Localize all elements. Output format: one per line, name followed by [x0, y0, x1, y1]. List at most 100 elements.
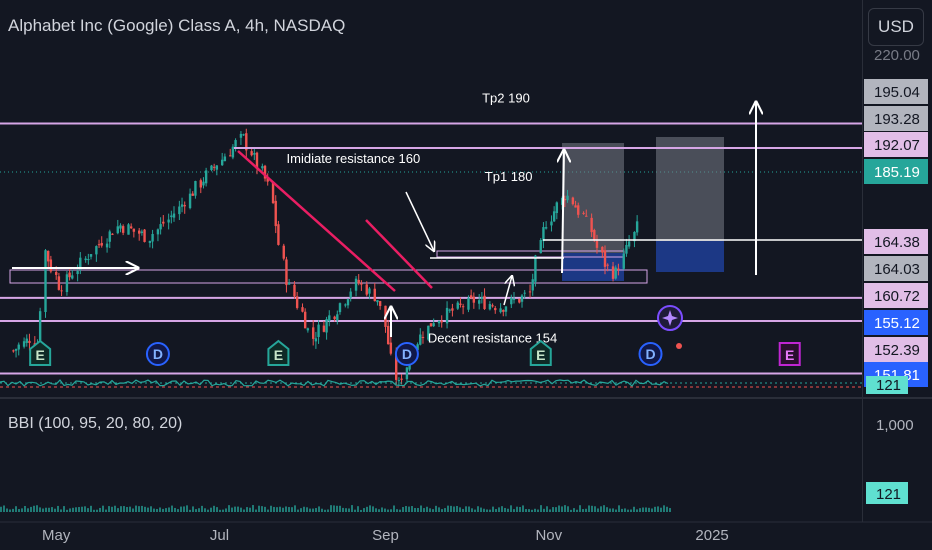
candle-body-112 — [416, 344, 419, 351]
candle-body-158 — [582, 212, 585, 214]
price-badge-bg-185.19 — [864, 159, 928, 184]
candle-body-132 — [488, 303, 492, 310]
hist-bar — [180, 506, 182, 512]
hist-bar — [36, 505, 38, 512]
annotation-1[interactable]: Tp1 180 — [485, 169, 533, 184]
hist-bar — [159, 507, 161, 512]
annotation-3[interactable]: Decent resistance 154 — [428, 331, 557, 346]
hist-bar — [516, 506, 518, 512]
hist-bar — [507, 508, 509, 512]
hist-bar — [636, 509, 638, 512]
candle-body-171 — [627, 241, 631, 247]
hist-bar — [192, 506, 194, 512]
hist-bar — [186, 505, 188, 512]
hist-bar — [354, 509, 356, 512]
hist-bar — [273, 506, 275, 512]
candle-body-60 — [229, 155, 232, 157]
hist-bar — [651, 508, 653, 512]
pointer-imidiate[interactable] — [405, 191, 434, 251]
hist-bar — [93, 509, 95, 512]
candle-body-50 — [191, 193, 194, 196]
annotation-0[interactable]: Tp2 190 — [482, 90, 530, 105]
earnings-marker-4[interactable] — [529, 339, 552, 366]
arrow-up-nov[interactable] — [562, 150, 564, 274]
candle-body-13 — [57, 276, 61, 290]
candle-body-173 — [635, 221, 639, 233]
candle-body-169 — [622, 253, 625, 269]
hist-bar — [402, 507, 404, 512]
candle-body-129 — [477, 300, 481, 304]
candle-body-121 — [448, 309, 451, 311]
candle-body-145 — [534, 255, 537, 282]
candle-body-138 — [510, 297, 513, 305]
hist-bar — [504, 507, 506, 512]
candle-body-72 — [271, 182, 275, 204]
hist-bar — [252, 505, 254, 512]
hist-bar — [576, 509, 578, 512]
trend-line-lower[interactable] — [365, 219, 433, 289]
candle-body-167 — [614, 267, 617, 279]
hist-bar — [480, 507, 482, 512]
dividend-marker-5[interactable] — [638, 342, 663, 366]
target-box-1[interactable] — [562, 143, 624, 253]
hist-bar — [561, 506, 563, 512]
hist-bar — [120, 506, 122, 512]
candle-body-162 — [595, 240, 599, 248]
candle-body-159 — [585, 215, 588, 217]
candle-body-164 — [603, 250, 607, 267]
hist-bar — [27, 508, 29, 512]
hist-bar — [126, 506, 128, 512]
candle-body-116 — [429, 323, 433, 327]
stop-box-2[interactable] — [656, 241, 724, 272]
candle-body-78 — [293, 284, 296, 297]
hist-bar — [639, 508, 641, 512]
candle-body-2 — [17, 344, 20, 350]
hist-bar — [474, 509, 476, 512]
candle-body-82 — [306, 328, 310, 331]
hist-bar — [564, 505, 566, 512]
candle-body-140 — [518, 298, 521, 303]
hist-bar — [39, 507, 41, 512]
price-badge-193.28: 193.28 — [874, 111, 920, 128]
earnings-marker-6[interactable] — [778, 342, 801, 366]
hist-bar — [246, 507, 248, 512]
candle-body-83 — [312, 327, 315, 339]
currency-button[interactable]: USD — [868, 8, 924, 46]
target-box-2[interactable] — [656, 137, 724, 241]
hist-bar — [468, 506, 470, 512]
candle-body-119 — [440, 320, 443, 323]
hist-bar — [168, 507, 170, 512]
hist-bar — [264, 506, 266, 512]
trend-line-main[interactable] — [237, 150, 396, 292]
hist-bar — [597, 508, 599, 512]
support-zone-box[interactable] — [9, 269, 648, 284]
hist-bar — [618, 505, 620, 512]
hist-bar — [57, 505, 59, 512]
dividend-marker-1[interactable] — [145, 342, 170, 366]
candle-body-115 — [427, 325, 430, 340]
earnings-marker-0[interactable] — [29, 339, 52, 366]
annotation-2[interactable]: Imidiate resistance 160 — [287, 151, 421, 166]
candle-body-135 — [499, 308, 502, 313]
candle-body-106 — [394, 354, 398, 380]
hist-bar — [411, 506, 413, 512]
hist-bar — [573, 508, 575, 512]
candle-body-85 — [317, 324, 320, 338]
candle-body-42 — [162, 221, 165, 224]
candle-body-80 — [301, 307, 304, 312]
price-badge-bg-160.72 — [864, 283, 928, 308]
candle-body-154 — [566, 195, 569, 201]
earnings-marker-2[interactable] — [267, 339, 290, 366]
candle-body-63 — [239, 133, 243, 138]
indicator-title[interactable]: BBI (100, 95, 20, 80, 20) — [8, 415, 183, 432]
hist-bar — [363, 508, 365, 512]
hist-bar — [75, 507, 77, 512]
price-badge-bg-164.38 — [864, 229, 928, 254]
hist-bar — [306, 507, 308, 512]
dividend-marker-3[interactable] — [394, 342, 419, 366]
candle-body-24 — [97, 244, 101, 246]
pointer-decent[interactable] — [503, 276, 512, 306]
hist-bar — [114, 505, 116, 512]
candle-body-149 — [550, 221, 553, 226]
